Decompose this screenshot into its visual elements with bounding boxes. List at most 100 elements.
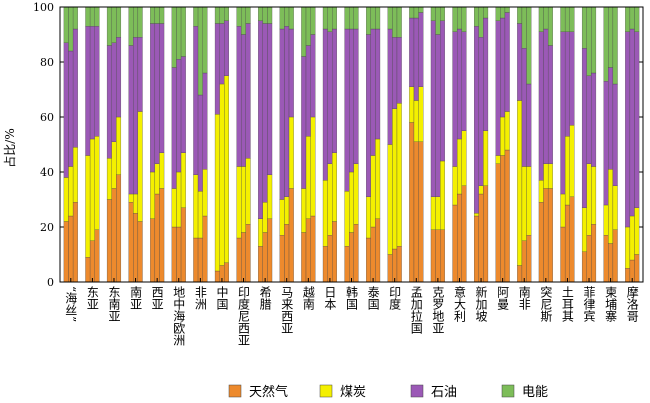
bar-segment bbox=[564, 6, 570, 32]
bar-segment bbox=[288, 116, 294, 189]
bar-segment bbox=[440, 229, 445, 283]
bar-segment bbox=[288, 6, 294, 30]
y-tick-label: 60 bbox=[40, 111, 54, 124]
x-tick-label: 菲律宾 bbox=[582, 286, 596, 322]
bar-segment bbox=[279, 28, 285, 200]
bar-segment bbox=[409, 86, 415, 123]
bar-segment bbox=[435, 34, 441, 197]
bar-segment bbox=[629, 6, 635, 30]
bar-segment bbox=[457, 193, 462, 283]
x-tick-label: 土耳其 bbox=[560, 286, 574, 322]
legend-label: 煤炭 bbox=[340, 385, 366, 400]
bar-segment bbox=[495, 20, 501, 156]
bar-segment bbox=[608, 169, 614, 244]
bar-segment bbox=[171, 6, 177, 68]
bar-segment bbox=[111, 188, 117, 283]
bar-segment bbox=[569, 125, 575, 197]
bar-segment bbox=[349, 232, 354, 283]
bar-segment bbox=[193, 26, 199, 175]
bar-segment bbox=[629, 215, 635, 261]
bar-segment bbox=[608, 243, 614, 283]
bar-segment bbox=[137, 37, 143, 112]
x-tick-label: 西亚 bbox=[150, 286, 164, 310]
bar-segment bbox=[478, 37, 484, 186]
bar-segment bbox=[288, 28, 294, 118]
bar-segment bbox=[526, 83, 532, 167]
bar-segment bbox=[176, 6, 182, 60]
bar-segment bbox=[241, 166, 246, 233]
bar-segment bbox=[591, 224, 597, 283]
bar-segment bbox=[85, 257, 91, 283]
bar-segment bbox=[392, 108, 398, 250]
bar-segment bbox=[543, 28, 549, 164]
bar-segment bbox=[128, 6, 134, 46]
bar-segment bbox=[305, 45, 311, 137]
bar-segment bbox=[430, 6, 436, 21]
bar-segment bbox=[68, 50, 74, 167]
bar-segment bbox=[116, 174, 122, 283]
bar-segment bbox=[322, 246, 328, 283]
bar-segment bbox=[310, 6, 316, 35]
bar-segment bbox=[197, 6, 203, 96]
bar-segment bbox=[517, 6, 523, 24]
bar-segment bbox=[245, 23, 251, 159]
y-tick: 80 bbox=[40, 56, 643, 69]
bar-segment bbox=[526, 6, 532, 85]
bar-segment bbox=[543, 6, 549, 30]
bar-segment bbox=[495, 6, 501, 21]
bar-segment bbox=[94, 6, 100, 27]
bar-segment bbox=[387, 6, 393, 30]
x-axis-labels: “海丝” 东亚 东南亚 南亚 西亚 地中海欧洲 非洲 中国 印度尼西亚 希腊 马来西亚 越南 日本 韩国泰… bbox=[64, 285, 639, 346]
bar-segment bbox=[608, 6, 614, 68]
bar-segment bbox=[349, 6, 354, 30]
bar-segment bbox=[202, 169, 208, 217]
bar-segment bbox=[538, 202, 544, 283]
bar-segment bbox=[89, 26, 95, 140]
x-tick-label: 越南 bbox=[301, 286, 315, 310]
bar-segment bbox=[392, 248, 398, 283]
bar-segment bbox=[521, 240, 527, 283]
x-tick-label: 摩洛哥 bbox=[625, 285, 639, 322]
bar-segment bbox=[159, 188, 165, 283]
bar-segment bbox=[262, 6, 268, 24]
bar-segment bbox=[349, 28, 354, 173]
bar-segment bbox=[370, 226, 376, 283]
bar-segment bbox=[236, 237, 242, 283]
bar-segment bbox=[461, 130, 467, 186]
bar-segment bbox=[310, 215, 316, 283]
bar-segment bbox=[279, 199, 285, 236]
bar-segment bbox=[435, 229, 441, 283]
x-tick-label: 孟加拉国 bbox=[409, 286, 423, 334]
bar-segment bbox=[159, 152, 165, 189]
bar-segment bbox=[193, 237, 199, 283]
bar-segment bbox=[440, 6, 445, 21]
bar-segment bbox=[526, 235, 532, 283]
bar-segment bbox=[68, 215, 74, 283]
bar-segment bbox=[409, 6, 415, 19]
bar-segment bbox=[413, 100, 419, 142]
bar-segment bbox=[322, 28, 328, 181]
bar-segment bbox=[500, 17, 506, 118]
bar-segment bbox=[435, 6, 441, 35]
bar-segment bbox=[634, 31, 640, 208]
bar-segment bbox=[591, 166, 597, 225]
bar-segment bbox=[224, 20, 229, 76]
bar-segment bbox=[418, 12, 424, 87]
bar-segment bbox=[560, 226, 566, 283]
bar-segment bbox=[68, 6, 74, 52]
y-axis-ticks: 0 20 40 60 80 100 bbox=[33, 1, 643, 289]
bar-segment bbox=[500, 116, 506, 156]
bar-segment bbox=[625, 31, 631, 228]
bar-segment bbox=[409, 17, 415, 87]
bar-segment bbox=[564, 204, 570, 283]
bar-segment bbox=[581, 207, 587, 252]
bar-segment bbox=[245, 224, 251, 283]
bar-segment bbox=[564, 31, 570, 137]
y-tick-label: 80 bbox=[40, 56, 54, 69]
x-tick-label: 柬埔寨 bbox=[604, 286, 618, 322]
bar-segment bbox=[430, 196, 436, 230]
bar-segment bbox=[547, 163, 553, 189]
bar-segment bbox=[375, 6, 381, 30]
bar-segment bbox=[396, 103, 402, 247]
